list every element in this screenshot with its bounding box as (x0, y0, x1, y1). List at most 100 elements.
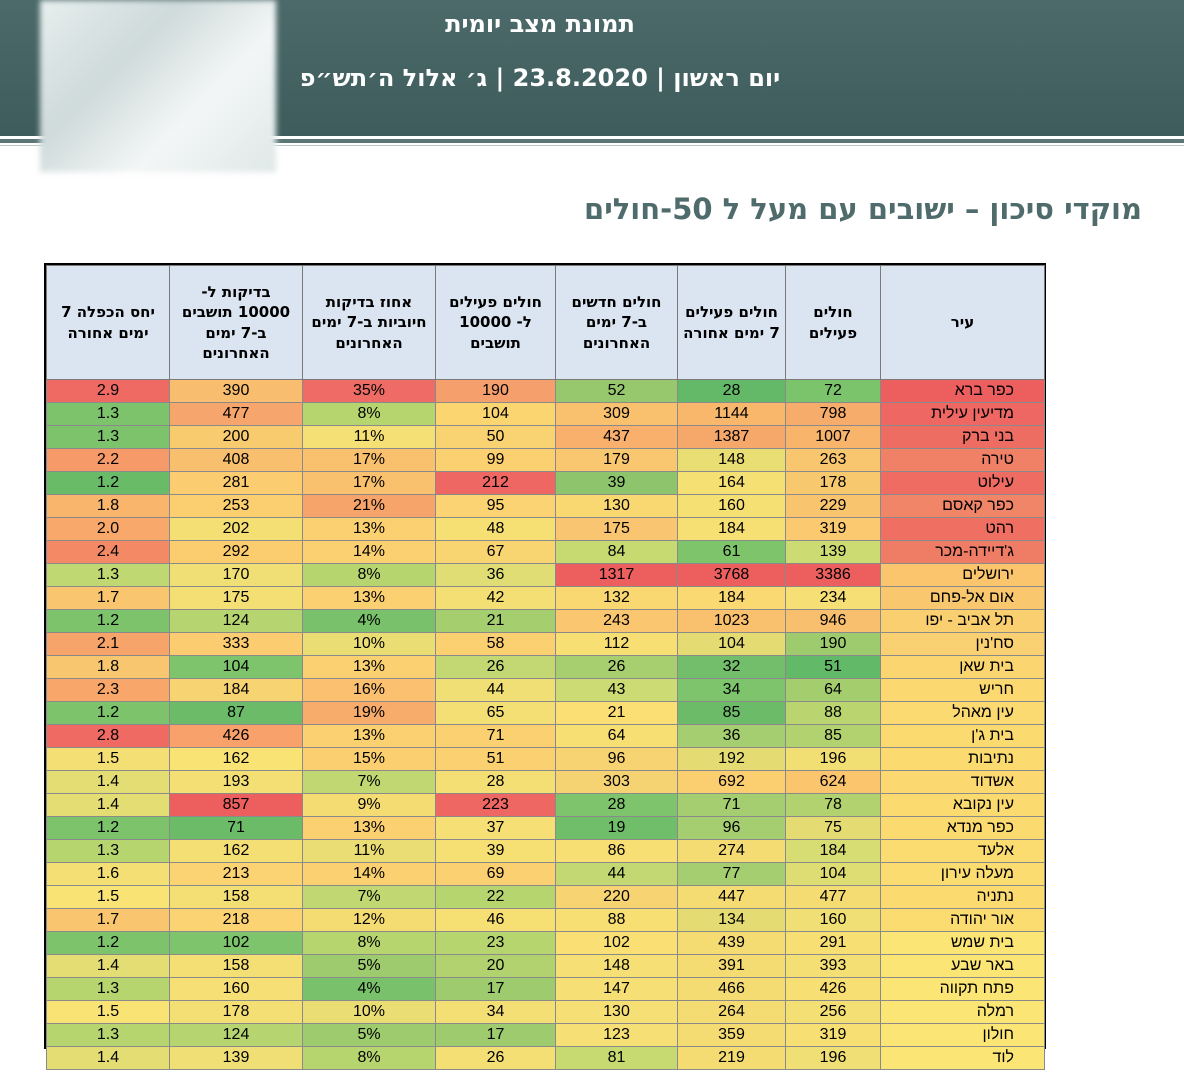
cell-new-7d: 21 (555, 701, 678, 725)
cell-doubling-ratio: 1.4 (46, 793, 170, 817)
cell-active: 798 (785, 402, 881, 426)
cell-tests-per-10k: 292 (169, 540, 303, 564)
cell-active: 196 (785, 747, 881, 771)
cell-active: 72 (785, 379, 881, 403)
cell-doubling-ratio: 2.4 (46, 540, 170, 564)
header-divider (0, 139, 1184, 143)
cell-active-per-10k: 67 (435, 540, 556, 564)
cell-city: כפר קאסם (880, 494, 1045, 518)
cell-city: ירושלים (880, 563, 1045, 587)
table-row: מדיעין עילית 798 1144 309 104 8% 477 1.3 (46, 402, 1045, 426)
cell-city: בית ג'ן (880, 724, 1045, 748)
cell-city: מדיעין עילית (880, 402, 1045, 426)
cell-active-7d: 274 (677, 839, 786, 863)
cell-active-7d: 96 (677, 816, 786, 840)
cell-city: חריש (880, 678, 1045, 702)
table-row: אלעד 184 274 86 39 11% 162 1.3 (46, 839, 1045, 863)
cell-tests-per-10k: 281 (169, 471, 303, 495)
cell-doubling-ratio: 1.5 (46, 1000, 170, 1024)
cell-new-7d: 175 (555, 517, 678, 541)
cell-new-7d: 102 (555, 931, 678, 955)
cell-active-per-10k: 23 (435, 931, 556, 955)
cell-new-7d: 81 (555, 1046, 678, 1070)
cell-active: 184 (785, 839, 881, 863)
cell-tests-per-10k: 202 (169, 517, 303, 541)
cell-doubling-ratio: 1.6 (46, 862, 170, 886)
cell-active: 64 (785, 678, 881, 702)
cell-active-7d: 466 (677, 977, 786, 1001)
cell-positive-pct: 8% (302, 931, 436, 955)
cell-active-7d: 192 (677, 747, 786, 771)
col-header-city: עיר (880, 265, 1045, 380)
cell-doubling-ratio: 1.2 (46, 609, 170, 633)
cell-doubling-ratio: 2.1 (46, 632, 170, 656)
cell-active: 51 (785, 655, 881, 679)
cell-tests-per-10k: 218 (169, 908, 303, 932)
page-title: תמונת מצב יומית (445, 10, 635, 38)
cell-active-per-10k: 99 (435, 448, 556, 472)
cell-active-7d: 184 (677, 517, 786, 541)
cell-city: רמלה (880, 1000, 1045, 1024)
table-row: בית שאן 51 32 26 26 13% 104 1.8 (46, 655, 1045, 679)
table-row: לוד 196 219 81 26 8% 139 1.4 (46, 1046, 1045, 1070)
cell-active: 88 (785, 701, 881, 725)
table-row: פתח תקווה 426 466 147 17 4% 160 1.3 (46, 977, 1045, 1001)
cell-city: עין מאהל (880, 701, 1045, 725)
cell-active-per-10k: 95 (435, 494, 556, 518)
cell-city: אשדוד (880, 770, 1045, 794)
cell-active: 178 (785, 471, 881, 495)
cell-active: 319 (785, 1023, 881, 1047)
cell-city: נתיבות (880, 747, 1045, 771)
cell-new-7d: 220 (555, 885, 678, 909)
cell-doubling-ratio: 1.5 (46, 885, 170, 909)
table-row: חולון 319 359 123 17 5% 124 1.3 (46, 1023, 1045, 1047)
cell-tests-per-10k: 158 (169, 885, 303, 909)
cell-positive-pct: 13% (302, 816, 436, 840)
cell-doubling-ratio: 2.8 (46, 724, 170, 748)
cell-positive-pct: 10% (302, 1000, 436, 1024)
table-row: נתיבות 196 192 96 51 15% 162 1.5 (46, 747, 1045, 771)
cell-active: 75 (785, 816, 881, 840)
cell-active: 3386 (785, 563, 881, 587)
cell-active: 196 (785, 1046, 881, 1070)
table-row: בני ברק 1007 1387 437 50 11% 200 1.3 (46, 425, 1045, 449)
cell-new-7d: 43 (555, 678, 678, 702)
table-row: נתניה 477 447 220 22 7% 158 1.5 (46, 885, 1045, 909)
cell-tests-per-10k: 162 (169, 839, 303, 863)
table-header-row: עיר חולים פעילים חולים פעילים 7 ימים אחו… (46, 265, 1045, 380)
cell-active-per-10k: 50 (435, 425, 556, 449)
cell-active-per-10k: 44 (435, 678, 556, 702)
cell-tests-per-10k: 162 (169, 747, 303, 771)
cell-positive-pct: 13% (302, 655, 436, 679)
col-header-doubling-ratio: יחס הכפלה 7 ימים אחורה (46, 265, 170, 380)
cell-active-7d: 148 (677, 448, 786, 472)
cell-active-7d: 36 (677, 724, 786, 748)
cell-new-7d: 26 (555, 655, 678, 679)
cell-city: אלעד (880, 839, 1045, 863)
cell-city: עין נקובא (880, 793, 1045, 817)
cell-city: סח'נין (880, 632, 1045, 656)
section-heading: מוקדי סיכון – ישובים עם מעל ל 50-חולים (584, 192, 1142, 226)
cell-tests-per-10k: 253 (169, 494, 303, 518)
cell-positive-pct: 4% (302, 609, 436, 633)
table-row: רהט 319 184 175 48 13% 202 2.0 (46, 517, 1045, 541)
cell-active-7d: 32 (677, 655, 786, 679)
cell-city: בית שאן (880, 655, 1045, 679)
cell-new-7d: 96 (555, 747, 678, 771)
cell-active-per-10k: 46 (435, 908, 556, 932)
cell-new-7d: 179 (555, 448, 678, 472)
cell-active-per-10k: 26 (435, 1046, 556, 1070)
cell-city: נתניה (880, 885, 1045, 909)
cell-active-per-10k: 28 (435, 770, 556, 794)
cell-active: 160 (785, 908, 881, 932)
table-row: בית שמש 291 439 102 23 8% 102 1.2 (46, 931, 1045, 955)
cell-tests-per-10k: 408 (169, 448, 303, 472)
table-row: מעלה עירון 104 77 44 69 14% 213 1.6 (46, 862, 1045, 886)
cell-new-7d: 28 (555, 793, 678, 817)
cell-tests-per-10k: 175 (169, 586, 303, 610)
cell-active-per-10k: 22 (435, 885, 556, 909)
cell-positive-pct: 5% (302, 1023, 436, 1047)
table-row: עין נקובא 78 71 28 223 9% 857 1.4 (46, 793, 1045, 817)
cell-active-7d: 391 (677, 954, 786, 978)
cell-active-7d: 264 (677, 1000, 786, 1024)
